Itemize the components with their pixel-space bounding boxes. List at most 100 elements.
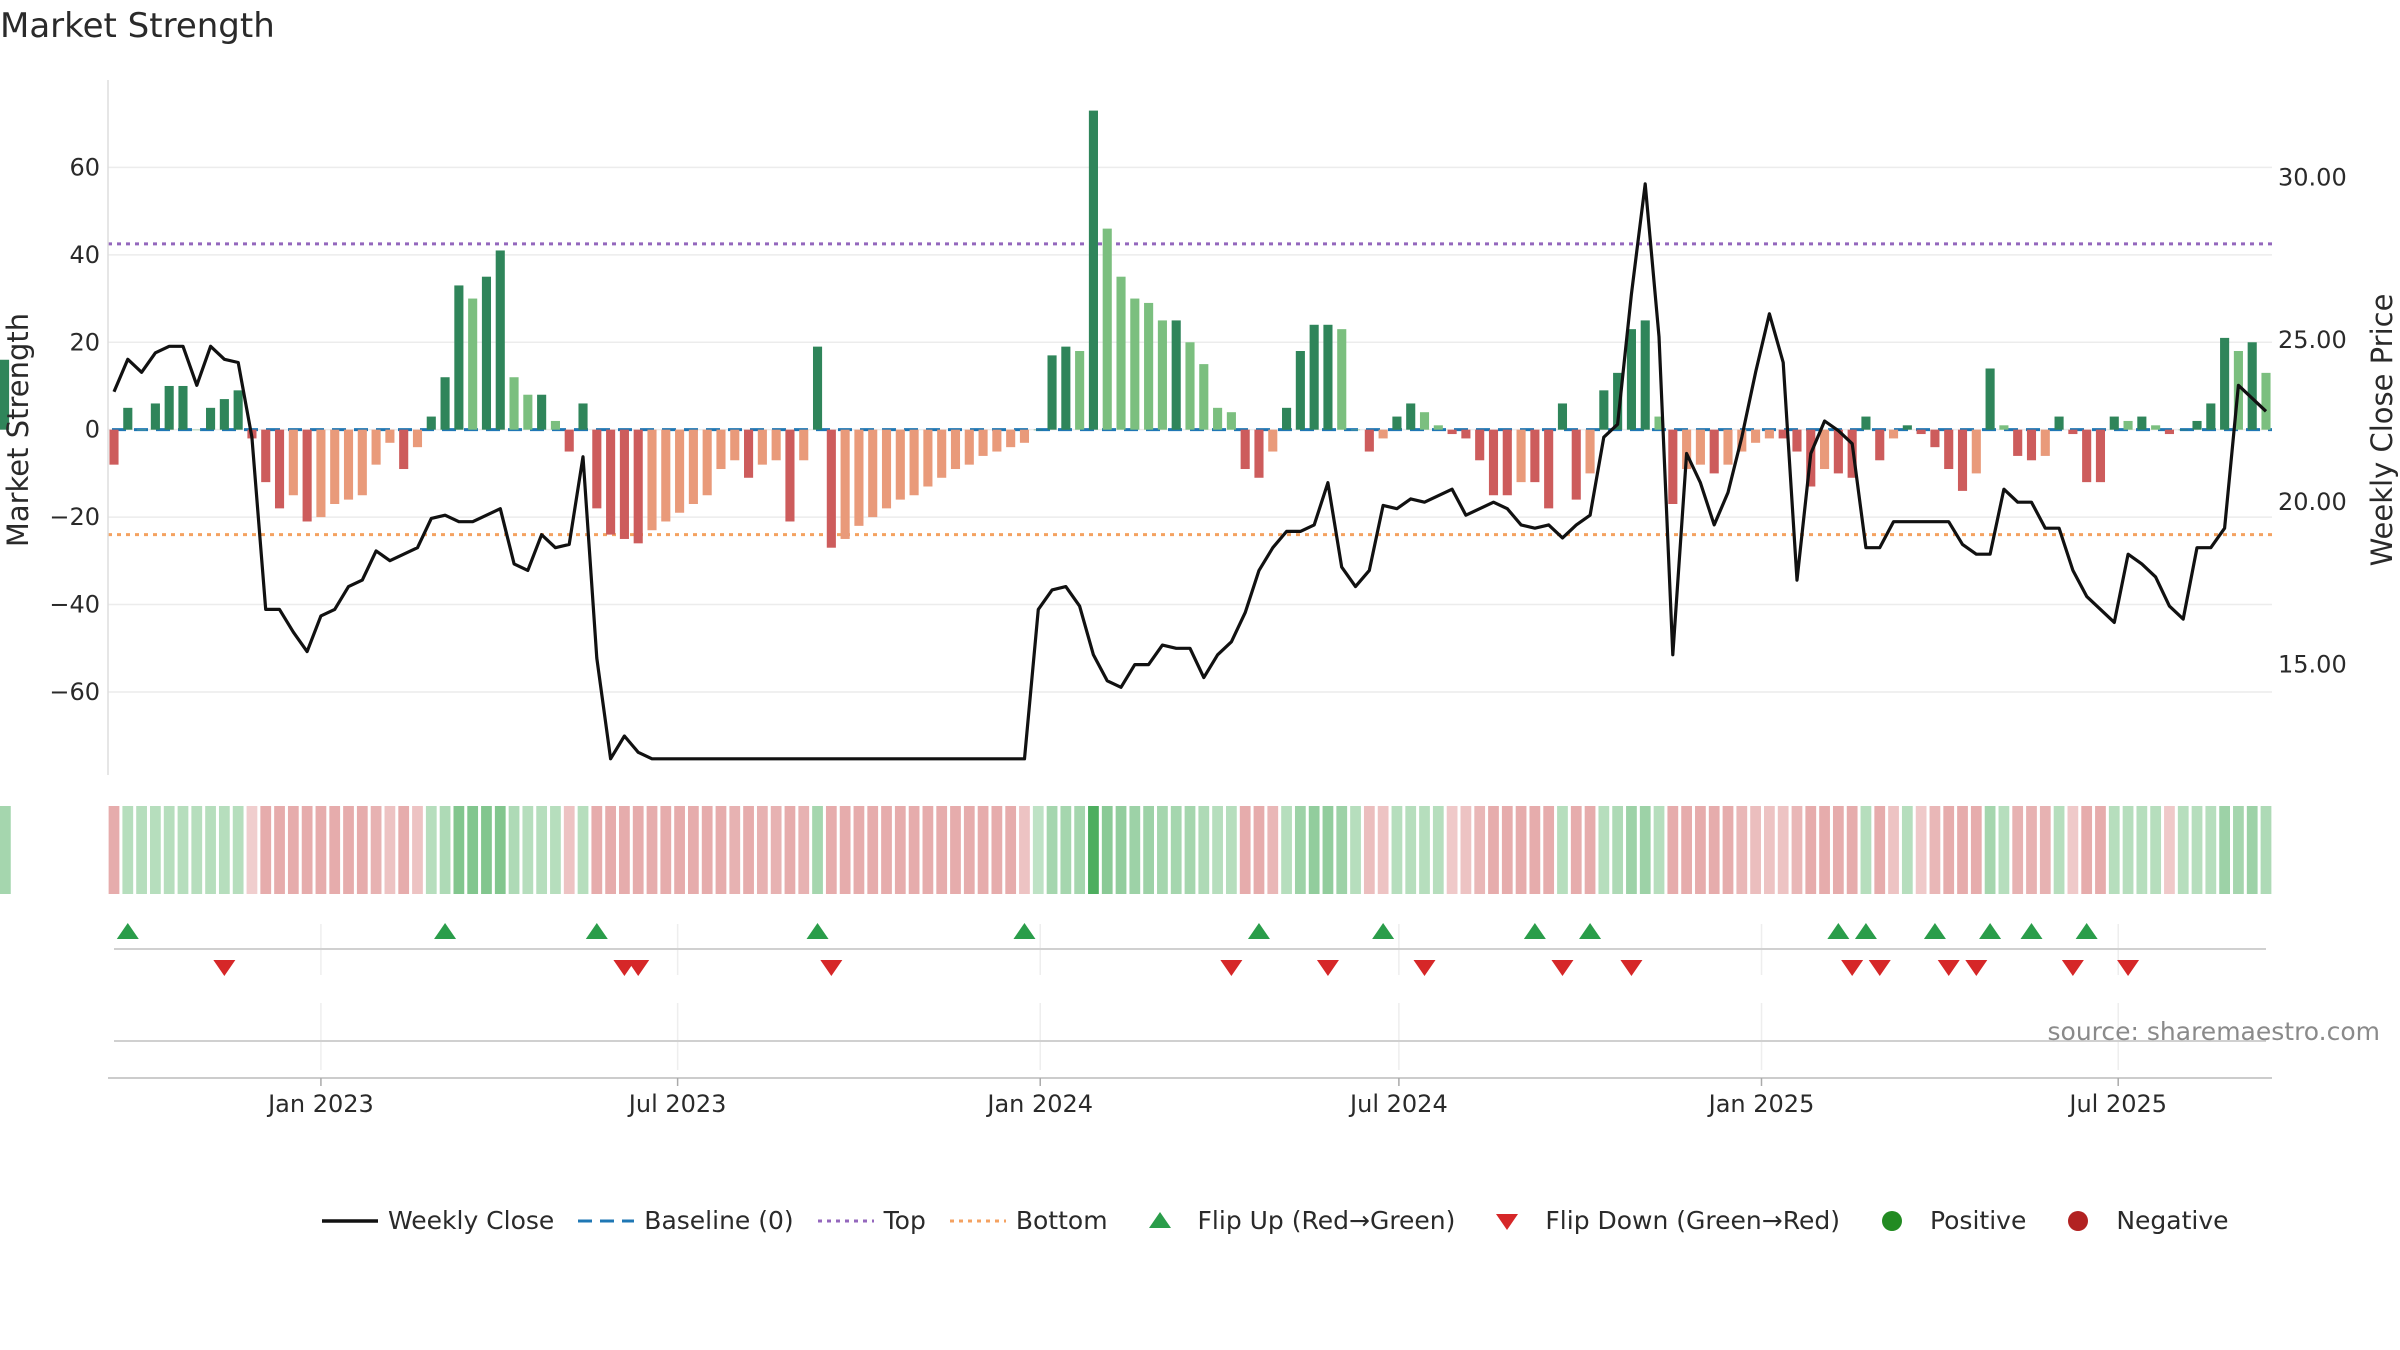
heat-cell <box>315 806 327 894</box>
heat-cell <box>1515 806 1527 894</box>
strength-bar <box>771 429 781 461</box>
strength-bar <box>592 429 602 509</box>
strength-bar <box>1695 429 1705 465</box>
strength-bar <box>537 394 547 430</box>
heat-cell <box>1308 806 1320 894</box>
heat-cell <box>1970 806 1982 894</box>
flip-up-marker <box>1579 923 1602 939</box>
heat-cell <box>301 806 313 894</box>
flip-up-marker <box>2020 923 2043 939</box>
heat-cell <box>1915 806 1927 894</box>
heat-cell <box>605 806 616 894</box>
strength-bar <box>909 429 919 496</box>
strength-bar <box>1902 425 1912 430</box>
strength-bar <box>688 429 698 504</box>
heat-cell <box>1708 806 1720 894</box>
heat-cell <box>2108 806 2120 894</box>
heat-cell <box>1363 806 1375 894</box>
heat-cell <box>1115 806 1127 894</box>
heat-cell <box>2012 806 2024 894</box>
flip-down-marker <box>1413 960 1436 976</box>
strength-bar <box>1337 329 1347 430</box>
heat-cell <box>260 806 272 894</box>
heat-cell <box>2233 806 2244 894</box>
strength-bar <box>2082 429 2092 483</box>
strength-bar <box>330 429 340 504</box>
heat-cell <box>1874 806 1886 894</box>
flip-down-marker <box>2061 960 2084 976</box>
heat-cell <box>191 806 203 894</box>
strength-bar <box>481 276 492 430</box>
strength-bar <box>1888 429 1899 439</box>
heat-cell <box>1488 806 1499 894</box>
strength-bar <box>1199 364 1209 430</box>
strength-bar <box>1916 429 1926 435</box>
heat-cell <box>1101 806 1113 894</box>
flip-down-marker <box>1868 960 1891 976</box>
y2-tick-label: 30.00 <box>2278 163 2347 191</box>
x-tick-label: Jan 2025 <box>1707 1090 1815 1118</box>
strength-bar <box>675 429 685 513</box>
strength-bar <box>1088 110 1098 430</box>
strength-bar <box>1668 429 1678 504</box>
heat-cell <box>1695 806 1706 894</box>
heat-cell <box>1253 806 1265 894</box>
strength-bar <box>192 429 202 431</box>
flip-down-marker <box>1620 960 1643 976</box>
strength-bar <box>1447 429 1457 435</box>
heat-cell <box>1088 806 1099 894</box>
top-icon <box>817 1219 874 1222</box>
heat-cell <box>1984 806 1996 894</box>
strength-bar <box>1488 429 1499 496</box>
strength-bar <box>1833 429 1843 474</box>
strength-bar <box>992 429 1002 452</box>
strength-bar <box>950 429 961 470</box>
strength-bar <box>109 429 119 465</box>
flip-down-marker <box>627 960 650 976</box>
strength-bar <box>274 429 285 509</box>
flip-down-marker <box>2117 960 2140 976</box>
strength-bar <box>178 385 188 430</box>
heat-cell <box>467 806 479 894</box>
legend-item-close: Weekly Close <box>320 1206 554 1235</box>
strength-bar <box>1006 429 1016 448</box>
heat-cell <box>246 806 258 894</box>
strength-bar <box>261 429 271 483</box>
heat-cell <box>2246 806 2258 894</box>
strength-bar <box>1433 425 1443 430</box>
heat-cell <box>425 806 437 894</box>
strength-bar <box>2206 403 2216 430</box>
strength-bar <box>564 429 574 452</box>
strength-bar <box>730 429 740 461</box>
heat-cell <box>1805 806 1817 894</box>
heat-cell <box>2136 806 2148 894</box>
strength-bar <box>1709 429 1719 474</box>
flip-up-marker <box>1523 923 1546 939</box>
heat-cell <box>287 806 299 894</box>
flip-up-marker <box>1013 923 1036 939</box>
strength-bar <box>1971 429 1981 474</box>
legend-label: Negative <box>2116 1206 2229 1235</box>
heat-cell <box>950 806 961 894</box>
strength-bar <box>1019 429 1030 443</box>
heat-cell <box>370 806 382 894</box>
y2-tick-label: 25.00 <box>2278 326 2347 354</box>
heat-cell <box>977 806 989 894</box>
flip-up-marker <box>806 923 829 939</box>
heat-cell <box>784 806 796 894</box>
flip-up-marker <box>434 923 457 939</box>
strength-bar <box>302 429 312 522</box>
heat-cell <box>1019 806 1030 894</box>
flip-up-marker <box>1923 923 1946 939</box>
strength-bar <box>1613 372 1623 430</box>
heat-cell <box>1667 806 1679 894</box>
heat-cell <box>1281 806 1292 894</box>
strength-bar <box>343 429 354 500</box>
strength-bar <box>206 407 216 430</box>
heat-cell <box>2191 806 2203 894</box>
flip-down-marker <box>820 960 843 976</box>
legend-label: Flip Up (Red→Green) <box>1197 1206 1456 1235</box>
y2-tick-label: 20.00 <box>2278 488 2347 516</box>
strength-bar <box>1116 276 1126 430</box>
heat-cell <box>1860 806 1872 894</box>
